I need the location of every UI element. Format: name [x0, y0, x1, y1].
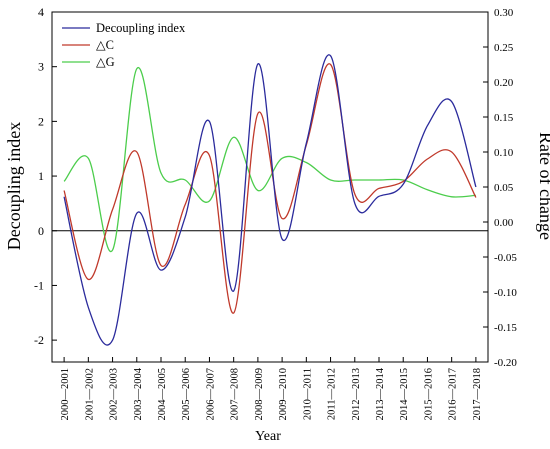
x-tick-label: 2003—2004	[133, 367, 144, 420]
x-tick-label: 2012—2013	[351, 368, 362, 421]
plot-area	[51, 11, 489, 363]
x-tick-label: 2013—2014	[375, 367, 386, 420]
x-tick-label: 2011—2012	[327, 368, 338, 420]
y-right-tick-label: -0.05	[494, 252, 517, 264]
axes: -2 -1 0 1 2 3 4 -0.20 -0.15 -0.10 -0.05 0.00 0.05 0.1…	[34, 5, 517, 421]
series-line-0	[63, 54, 477, 346]
y-right-tick-label: 0.25	[494, 42, 514, 54]
y-right-tick-label: 0.15	[494, 112, 514, 124]
y-left-tick-label: 1	[38, 169, 44, 183]
y-left-tick-label: -2	[34, 333, 44, 347]
y-axis-right-label: Rate of change	[536, 132, 550, 240]
x-tick-label: 2007—2008	[230, 368, 241, 421]
x-tick-label: 2015—2016	[423, 368, 434, 421]
x-tick-label: 2016—2017	[448, 368, 459, 421]
y-left-tick-label: 0	[38, 224, 44, 238]
y-right-tick-label: 0.10	[494, 147, 514, 159]
y-axis-left-label: Decoupling index	[4, 122, 24, 250]
x-tick-label: 2001—2002	[84, 368, 95, 421]
y-right-tick-label: 0.05	[494, 182, 514, 194]
y-left-tick-label: 2	[38, 114, 44, 128]
y-left-tick-label: 3	[38, 60, 44, 74]
x-tick-label: 2004—2005	[157, 368, 168, 421]
legend-label: △G	[96, 55, 115, 69]
series-layer	[63, 54, 477, 346]
y-left-tick-label: 4	[38, 5, 44, 19]
x-tick-label: 2014—2015	[399, 368, 410, 421]
y-right-tick-label: -0.20	[494, 357, 517, 369]
x-tick-label: 2005—2006	[181, 368, 192, 421]
y-left-tick-label: -1	[34, 278, 44, 292]
x-tick-label: 2010—2011	[302, 368, 313, 420]
legend-label: Decoupling index	[96, 21, 186, 35]
y-right-tick-label: 0.20	[494, 77, 514, 89]
y-right-tick-label: 0.00	[494, 217, 514, 229]
x-tick-label: 2008—2009	[254, 368, 265, 421]
x-tick-label: 2002—2003	[109, 368, 120, 421]
plot-frame	[51, 11, 489, 363]
y-right-tick-label: -0.15	[494, 322, 517, 334]
x-axis-label: Year	[255, 429, 281, 444]
series-line-1	[63, 63, 477, 314]
y-right-tick-label: 0.30	[494, 7, 514, 19]
legend: Decoupling index △C △G	[62, 21, 186, 69]
x-tick-label: 2000—2001	[60, 368, 71, 421]
x-tick-label: 2006—2007	[205, 368, 216, 421]
x-tick-label: 2017—2018	[472, 368, 483, 421]
y-right-tick-label: -0.10	[494, 287, 517, 299]
legend-label: △C	[96, 38, 114, 52]
x-tick-label: 2009—2010	[278, 368, 289, 421]
